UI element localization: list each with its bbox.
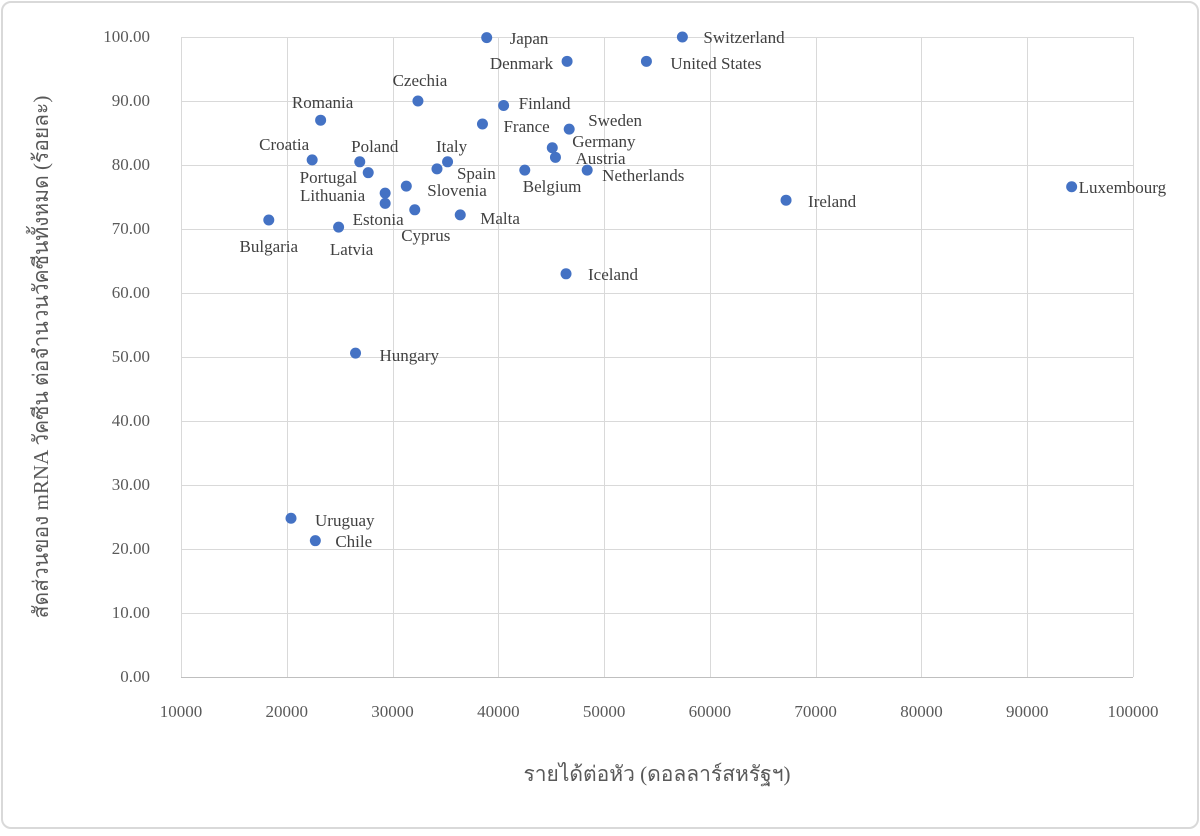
- y-axis-title: สัดส่วนของ mRNA วัคซีน ต่อจำนวนวัคซีนทั้…: [29, 95, 53, 619]
- data-point-romania: [315, 114, 327, 126]
- data-point-germany: [546, 142, 558, 154]
- data-label-uruguay: Uruguay: [315, 511, 375, 531]
- y-tick-label: 60.00: [111, 283, 150, 302]
- data-label-spain: Spain: [456, 163, 496, 183]
- x-tick-label: 50000: [582, 702, 626, 721]
- y-tick-label: 90.00: [111, 91, 150, 110]
- x-tick-label: 10000: [159, 702, 203, 721]
- data-label-france: France: [503, 117, 550, 137]
- y-tick-label: 10.00: [111, 603, 150, 622]
- x-tick-label: 60000: [688, 702, 732, 721]
- data-label-iceland: Iceland: [588, 264, 639, 284]
- data-label-portugal: Portugal: [299, 167, 358, 187]
- data-point-bulgaria: [263, 214, 275, 226]
- data-point-italy: [442, 156, 454, 168]
- data-label-netherlands: Netherlands: [602, 166, 685, 186]
- x-tick-label: 90000: [1005, 702, 1049, 721]
- y-tick-label: 30.00: [111, 475, 150, 494]
- x-tick-label: 70000: [794, 702, 837, 721]
- y-tick-label: 50.00: [111, 347, 150, 366]
- data-label-italy: Italy: [435, 136, 468, 156]
- data-point-denmark: [561, 55, 573, 67]
- data-point-spain: [431, 163, 443, 175]
- data-label-finland: Finland: [518, 94, 571, 114]
- data-label-cyprus: Cyprus: [401, 225, 451, 245]
- data-label-austria: Austria: [575, 149, 626, 169]
- data-label-czechia: Czechia: [392, 71, 448, 90]
- data-point-iceland: [560, 268, 572, 280]
- data-point-austria: [549, 151, 561, 163]
- data-point-cyprus: [409, 204, 421, 216]
- y-tick-label: 70.00: [111, 219, 150, 238]
- data-label-poland: Poland: [351, 136, 399, 156]
- data-point-portugal: [362, 167, 374, 179]
- data-label-japan: Japan: [509, 28, 549, 48]
- gridlines: [181, 37, 1134, 678]
- y-tick-label: 0.00: [120, 667, 150, 686]
- data-point-estonia: [379, 197, 391, 209]
- data-label-estonia: Estonia: [352, 210, 404, 230]
- data-point-slovenia: [400, 180, 412, 192]
- data-label-bulgaria: Bulgaria: [239, 237, 299, 257]
- data-label-united-states: United States: [670, 54, 762, 74]
- data-point-france: [476, 118, 488, 130]
- data-label-belgium: Belgium: [522, 177, 582, 197]
- data-point-switzerland: [676, 31, 688, 43]
- data-point-finland: [498, 99, 510, 111]
- data-point-belgium: [519, 164, 531, 176]
- x-tick-label: 80000: [900, 702, 943, 721]
- data-label-switzerland: Switzerland: [703, 28, 785, 47]
- data-label-malta: Malta: [480, 208, 520, 228]
- x-tick-label: 40000: [477, 702, 520, 721]
- y-tick-label: 40.00: [111, 411, 150, 430]
- data-point-croatia: [306, 154, 318, 166]
- data-point-poland: [354, 156, 366, 168]
- data-point-sweden: [563, 123, 575, 135]
- data-points: [263, 31, 1078, 547]
- data-label-luxembourg: Luxembourg: [1078, 177, 1167, 197]
- data-point-japan: [481, 32, 493, 44]
- y-tick-label: 20.00: [111, 539, 150, 558]
- x-axis-title: รายได้ต่อหัว (ดอลลาร์สหรัฐฯ): [523, 762, 791, 786]
- data-label-denmark: Denmark: [489, 54, 554, 74]
- data-label-latvia: Latvia: [329, 240, 374, 260]
- x-tick-label: 100000: [1107, 702, 1159, 721]
- data-point-chile: [309, 535, 321, 547]
- data-label-chile: Chile: [335, 531, 373, 551]
- data-label-slovenia: Slovenia: [427, 181, 487, 201]
- data-point-luxembourg: [1066, 181, 1078, 193]
- data-point-ireland: [780, 194, 792, 206]
- data-point-netherlands: [581, 164, 593, 176]
- x-tick-label: 20000: [265, 702, 309, 721]
- data-point-uruguay: [285, 512, 297, 524]
- y-tick-label: 100.00: [103, 27, 150, 46]
- y-tick-label: 80.00: [111, 155, 150, 174]
- data-point-lithuania: [379, 187, 391, 199]
- data-point-latvia: [333, 221, 345, 233]
- data-label-romania: Romania: [291, 93, 354, 113]
- data-label-sweden: Sweden: [588, 111, 643, 131]
- data-label-hungary: Hungary: [379, 346, 440, 366]
- x-tick-label: 30000: [371, 702, 414, 721]
- data-label-croatia: Croatia: [259, 134, 310, 154]
- data-point-czechia: [412, 95, 424, 107]
- data-point-malta: [454, 209, 466, 221]
- data-label-ireland: Ireland: [808, 192, 857, 212]
- data-label-germany: Germany: [572, 131, 636, 151]
- data-point-hungary: [350, 347, 362, 359]
- data-point-united-states: [640, 55, 652, 67]
- data-label-lithuania: Lithuania: [299, 186, 366, 206]
